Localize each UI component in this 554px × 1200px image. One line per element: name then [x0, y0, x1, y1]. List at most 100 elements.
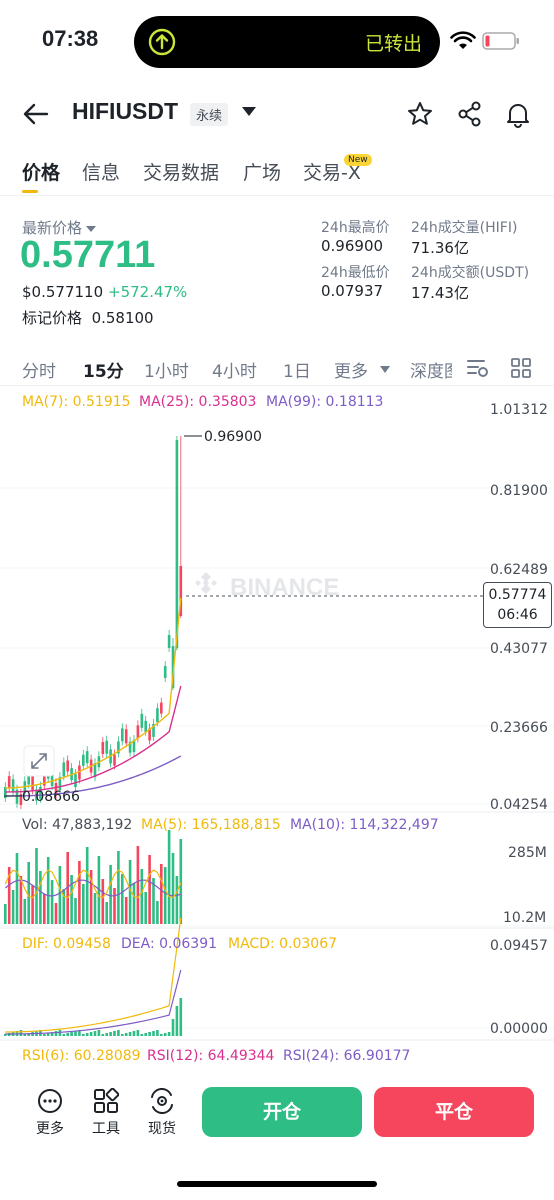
spot-button[interactable]: 现货	[140, 1088, 184, 1138]
macd-bar	[128, 1032, 132, 1036]
macd-bar	[109, 1032, 112, 1036]
candle	[117, 741, 120, 754]
back-arrow-icon[interactable]	[22, 100, 50, 128]
candle	[160, 702, 163, 714]
volume-bar	[7, 867, 11, 924]
low-marker: 0.08666	[22, 789, 80, 805]
high-24h-value: 0.96900	[321, 237, 384, 255]
volume-bar	[70, 875, 73, 924]
macd-bar	[78, 1030, 81, 1036]
candle	[78, 765, 81, 780]
macd-tick: 0.00000	[490, 1021, 548, 1037]
symbol-dropdown-icon[interactable]	[242, 107, 256, 116]
macd-bar	[136, 1030, 140, 1036]
macd-bar	[54, 1031, 58, 1036]
candle	[156, 708, 159, 723]
interval-1d[interactable]: 1日	[283, 362, 311, 382]
mark-price: 标记价格 0.58100	[22, 309, 154, 327]
new-badge: New	[344, 154, 372, 166]
candle	[128, 741, 132, 753]
volume-bar	[82, 884, 85, 924]
dif-indicator: DIF: 0.09458	[22, 936, 111, 952]
tab-trade-x[interactable]: 交易-X	[303, 162, 361, 184]
candle	[62, 762, 66, 777]
tools-label: 工具	[92, 1121, 120, 1137]
volume-bar	[140, 869, 144, 924]
star-icon[interactable]	[406, 100, 434, 128]
volume-bar	[93, 893, 97, 924]
tab-trading-data[interactable]: 交易数据	[143, 162, 220, 184]
volume-bar	[43, 894, 46, 924]
expand-icon[interactable]	[23, 745, 55, 777]
bell-icon[interactable]	[504, 100, 532, 128]
candle	[74, 774, 77, 788]
volume-bar	[62, 889, 66, 924]
macd-bar	[175, 1006, 179, 1036]
caret-down-icon	[86, 225, 97, 232]
tab-price[interactable]: 价格	[22, 162, 61, 184]
volume-bar	[58, 866, 62, 924]
home-indicator	[177, 1181, 377, 1187]
y-tick: 0.81900	[490, 483, 548, 499]
volume-bar	[152, 878, 155, 924]
interval-15m[interactable]: 15分	[83, 362, 124, 382]
tab-square[interactable]: 广场	[243, 162, 282, 184]
more-button[interactable]: 更多	[28, 1088, 72, 1138]
ma-line	[5, 597, 182, 789]
status-bar: 07:38 已转出	[0, 0, 554, 84]
candle	[132, 740, 136, 753]
dynamic-island[interactable]: 已转出	[134, 16, 440, 68]
ma-line	[5, 685, 182, 793]
volume-bar	[175, 876, 179, 924]
volume-bar	[15, 853, 19, 924]
tools-icon	[94, 1088, 119, 1113]
candle	[179, 566, 183, 616]
perpetual-badge: 永续	[190, 103, 229, 126]
last-price-label[interactable]: 最新价格	[22, 217, 97, 238]
share-icon[interactable]	[456, 100, 484, 128]
indicator-settings-icon[interactable]	[466, 357, 490, 379]
interval-more[interactable]: 更多	[334, 362, 368, 382]
macd-bar	[144, 1033, 147, 1036]
interval-4h[interactable]: 4小时	[212, 362, 257, 382]
interval-line[interactable]: 分时	[22, 362, 56, 382]
spot-label: 现货	[148, 1121, 176, 1137]
symbol-title[interactable]: HIFIUSDT	[72, 98, 179, 124]
candle	[136, 725, 140, 739]
volume-bar	[35, 848, 38, 924]
kline-chart-svg[interactable]: BINANCE 0.96900 0.08666 1.01312 0.81900 …	[0, 388, 554, 1070]
amount-24h-value: 17.43亿	[411, 284, 469, 302]
open-position-button[interactable]: 开仓	[202, 1087, 362, 1137]
candle	[148, 728, 151, 741]
kline-chart[interactable]: BINANCE 0.96900 0.08666 1.01312 0.81900 …	[0, 388, 554, 1070]
interval-1h[interactable]: 1小时	[144, 362, 189, 382]
y-tick: 0.43077	[490, 641, 548, 657]
candle	[167, 635, 171, 648]
candle	[171, 646, 175, 688]
volume-bar	[105, 902, 108, 924]
vol-ma-line	[4, 869, 182, 899]
current-price-label: 0.57774	[488, 587, 547, 603]
depth-chart-tab[interactable]: 深度图	[410, 362, 452, 382]
volume-bar	[128, 860, 132, 924]
volume-24h-value: 71.36亿	[411, 239, 469, 257]
candle	[113, 754, 116, 766]
low-24h-value: 0.07937	[321, 282, 384, 300]
volume-bar	[144, 892, 147, 924]
grid-layout-icon[interactable]	[510, 357, 532, 379]
tools-button[interactable]: 工具	[84, 1088, 128, 1138]
macd-bar	[74, 1031, 77, 1036]
volume-bar	[167, 830, 171, 924]
candle	[101, 742, 105, 755]
macd-bar	[4, 1034, 7, 1036]
macd-bar	[163, 1033, 167, 1036]
price-change-percent: +572.47%	[108, 283, 188, 301]
volume-bar	[121, 874, 124, 924]
macd-bar	[171, 1019, 175, 1036]
close-position-button[interactable]: 平仓	[374, 1087, 534, 1137]
more-caret-icon	[380, 366, 390, 373]
candle	[39, 786, 42, 799]
macd-indicator: MACD: 0.03067	[228, 936, 338, 952]
active-tab-indicator	[22, 190, 38, 193]
tab-info[interactable]: 信息	[82, 162, 121, 184]
